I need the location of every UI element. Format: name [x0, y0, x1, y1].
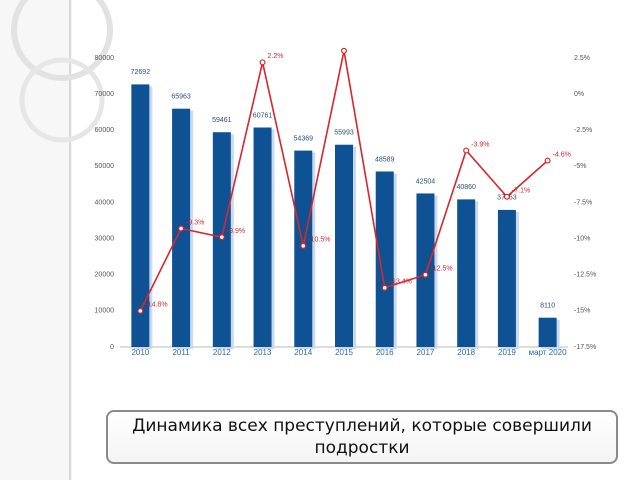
x-tick-label: 2015: [335, 348, 353, 357]
y2-tick-label: 2.5%: [574, 55, 590, 62]
bar-value-label: 48589: [375, 156, 395, 163]
y-tick-label: 10000: [95, 308, 115, 315]
line-value-label: -14.8%: [145, 302, 167, 309]
y-tick-label: 60000: [95, 127, 115, 134]
line-value-label: -10.5%: [308, 237, 330, 244]
bar: [416, 193, 435, 347]
y-tick-label: 70000: [95, 91, 115, 98]
caption: Динамика всех преступлений, которые сове…: [106, 410, 618, 464]
x-tick-label: 2012: [213, 348, 231, 357]
bar-value-label: 54369: [294, 135, 314, 142]
line-point: [300, 242, 307, 249]
y2-tick-label: -7.5%: [574, 199, 592, 206]
bar: [335, 144, 353, 347]
line-value-label: -3.9%: [471, 141, 489, 148]
line-value-label: -7.1%: [512, 188, 530, 195]
decoration: [0, 0, 113, 480]
y-tick-label: 40000: [95, 199, 115, 206]
y2-tick-label: -10%: [574, 235, 590, 242]
y-tick-label: 20000: [95, 272, 115, 279]
y2-tick-label: -5%: [574, 163, 586, 170]
line-value-label: 2.2%: [268, 53, 284, 60]
line-point: [341, 47, 348, 54]
bar-value-label: 72692: [131, 69, 151, 76]
bar: [253, 127, 272, 347]
y-tick-label: 50000: [95, 163, 115, 170]
bar-value-label: 59461: [212, 117, 232, 124]
y2-tick-label: -17.5%: [574, 344, 596, 351]
y2-tick-label: -12.5%: [574, 272, 596, 279]
x-tick-label: 2010: [131, 348, 149, 357]
line-point: [218, 234, 225, 241]
x-tick-label: март 2020: [529, 348, 567, 357]
bar-value-label: 40860: [456, 184, 476, 191]
x-tick-label: 2014: [294, 348, 312, 357]
y2-tick-label: -15%: [574, 308, 590, 315]
y2-tick-label: 0%: [574, 91, 584, 98]
bar-value-label: 60761: [253, 112, 273, 119]
line-point: [544, 157, 551, 164]
x-tick-label: 2013: [254, 348, 272, 357]
line-point: [381, 284, 388, 291]
line-value-label: -9.3%: [186, 219, 204, 226]
line-point: [422, 271, 429, 278]
bar-value-label: 65963: [171, 94, 191, 101]
y-tick-label: 80000: [95, 55, 115, 62]
line-point: [137, 307, 144, 314]
x-tick-label: 2016: [376, 348, 394, 357]
x-tick-label: 2018: [457, 348, 475, 357]
bar-value-label: 55993: [334, 130, 354, 137]
x-tick-label: 2017: [417, 348, 435, 357]
line-point: [463, 147, 470, 154]
bar: [457, 199, 476, 347]
bar: [375, 171, 394, 347]
bar-value-label: 8110: [540, 303, 555, 310]
bar: [497, 209, 516, 347]
line-value-label: -13.4%: [390, 279, 412, 286]
bar: [131, 84, 150, 347]
y-tick-label: 0: [110, 344, 114, 351]
y-tick-label: 30000: [95, 235, 115, 242]
line-value-label: -12.5%: [430, 266, 452, 273]
bar-value-label: 42504: [416, 178, 436, 185]
line-point: [259, 59, 266, 66]
bar: [538, 317, 557, 347]
line-point: [178, 225, 185, 232]
y2-tick-label: -2.5%: [574, 127, 592, 134]
x-tick-label: 2011: [172, 348, 190, 357]
x-tick-label: 2019: [498, 348, 516, 357]
deco-circle: [11, 0, 113, 81]
line-point: [503, 193, 510, 200]
line-value-label: -4.6%: [553, 151, 571, 158]
deco-circle: [19, 57, 105, 143]
line-value-label: -9.9%: [227, 228, 245, 235]
